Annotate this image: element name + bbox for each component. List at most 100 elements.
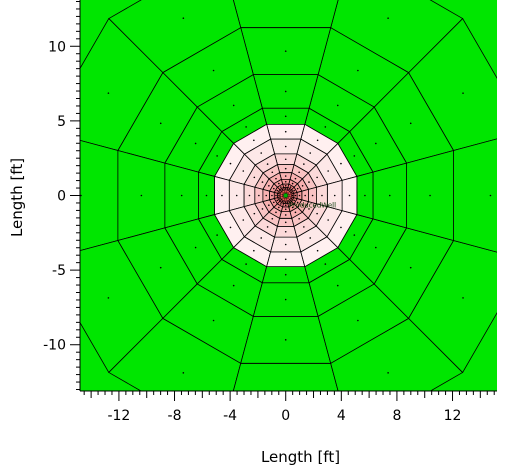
cell-center-dot [364, 195, 366, 197]
cell-center-dot [262, 181, 264, 183]
cell-center-dot [292, 195, 294, 197]
well-symbol [284, 193, 288, 197]
cell-center-dot [410, 123, 412, 125]
cell-center-dot [141, 195, 143, 197]
y-tick-label: -10 [43, 338, 66, 354]
cell-center-dot [327, 219, 329, 221]
cell-center-dot [334, 195, 336, 197]
x-tick-label: 0 [281, 408, 290, 424]
cell-center-dot [285, 115, 287, 117]
cell-center-dot [337, 285, 339, 287]
cell-center-dot [389, 195, 391, 197]
cell-center-dot [295, 195, 297, 197]
cell-center-dot [285, 201, 287, 203]
cell-center-dot [280, 186, 282, 188]
grid-cell [454, 131, 520, 261]
cell-center-dot [216, 234, 218, 236]
cell-center-dot [183, 17, 185, 19]
cell-center-dot [271, 195, 273, 197]
y-tick-label: 5 [57, 114, 66, 130]
cell-center-dot [285, 204, 287, 206]
cell-center-dot [340, 227, 342, 229]
cell-center-dot [317, 250, 319, 252]
cell-center-dot [285, 146, 287, 148]
cell-center-dot [267, 163, 269, 165]
cell-center-dot [160, 267, 162, 269]
cell-center-dot [183, 372, 185, 374]
grid-cell [289, 194, 291, 197]
cell-center-dot [278, 207, 280, 209]
y-tick-label: -5 [52, 263, 66, 279]
cell-center-dot [285, 188, 287, 190]
cell-center-dot [462, 92, 464, 94]
cell-center-dot [216, 155, 218, 157]
cell-center-dot [279, 198, 281, 200]
x-tick-label: -8 [168, 408, 182, 424]
cell-center-dot [245, 263, 247, 265]
cell-center-dot [233, 285, 235, 287]
cell-center-dot [325, 126, 327, 128]
cell-center-dot [303, 226, 305, 228]
cell-center-dot [357, 70, 359, 72]
x-tick-label: -4 [223, 408, 237, 424]
cell-center-dot [285, 158, 287, 160]
cell-center-dot [285, 91, 287, 93]
cell-center-dot [308, 181, 310, 183]
cell-center-dot [309, 237, 311, 239]
x-tick-label: 12 [444, 408, 462, 424]
cell-center-dot [271, 171, 273, 173]
cell-center-dot [285, 274, 287, 276]
cell-center-dot [285, 231, 287, 233]
cell-center-dot [316, 213, 318, 215]
cell-center-dot [273, 188, 275, 190]
cell-center-dot [299, 195, 301, 197]
cell-center-dot [245, 126, 247, 128]
x-tick-label: 4 [337, 408, 346, 424]
cell-center-dot [254, 213, 256, 215]
cell-center-dot [276, 200, 278, 202]
cell-center-dot [285, 208, 287, 210]
cell-center-dot [290, 186, 292, 188]
cell-center-dot [312, 195, 314, 197]
x-tick-label: -12 [107, 408, 130, 424]
cell-center-dot [236, 195, 238, 197]
grid-cell [221, 0, 351, 28]
cell-center-dot [275, 212, 277, 214]
cell-center-dot [291, 191, 293, 193]
grid-cells [44, 0, 520, 437]
cell-center-dot [249, 195, 251, 197]
cell-center-dot [271, 218, 273, 220]
cell-center-dot [273, 202, 275, 204]
cell-center-dot [293, 190, 295, 192]
cell-center-dot [325, 263, 327, 265]
cell-center-dot [282, 189, 284, 191]
cell-center-dot [349, 195, 351, 197]
cell-center-dot [108, 92, 110, 94]
cell-center-dot [253, 250, 255, 252]
cell-center-dot [462, 297, 464, 299]
y-axis-title: Length [ft] [8, 158, 26, 237]
cell-center-dot [337, 105, 339, 107]
well-label: ProducedWell [289, 202, 336, 210]
cell-center-dot [260, 152, 262, 154]
cell-center-dot [285, 299, 287, 301]
cell-center-dot [298, 218, 300, 220]
cell-center-dot [285, 181, 287, 183]
cell-center-dot [206, 195, 208, 197]
cell-center-dot [309, 152, 311, 154]
cell-center-dot [295, 212, 297, 214]
cell-center-dot [410, 267, 412, 269]
cell-center-dot [303, 163, 305, 165]
cell-center-dot [375, 247, 377, 249]
cell-center-dot [317, 139, 319, 141]
cell-center-dot [375, 143, 377, 145]
cell-center-dot [327, 170, 329, 172]
cell-center-dot [285, 214, 287, 216]
cell-center-dot [267, 226, 269, 228]
cell-center-dot [280, 203, 282, 205]
cell-center-dot [340, 163, 342, 165]
cell-center-dot [285, 175, 287, 177]
cell-center-dot [275, 178, 277, 180]
cell-center-dot [253, 139, 255, 141]
